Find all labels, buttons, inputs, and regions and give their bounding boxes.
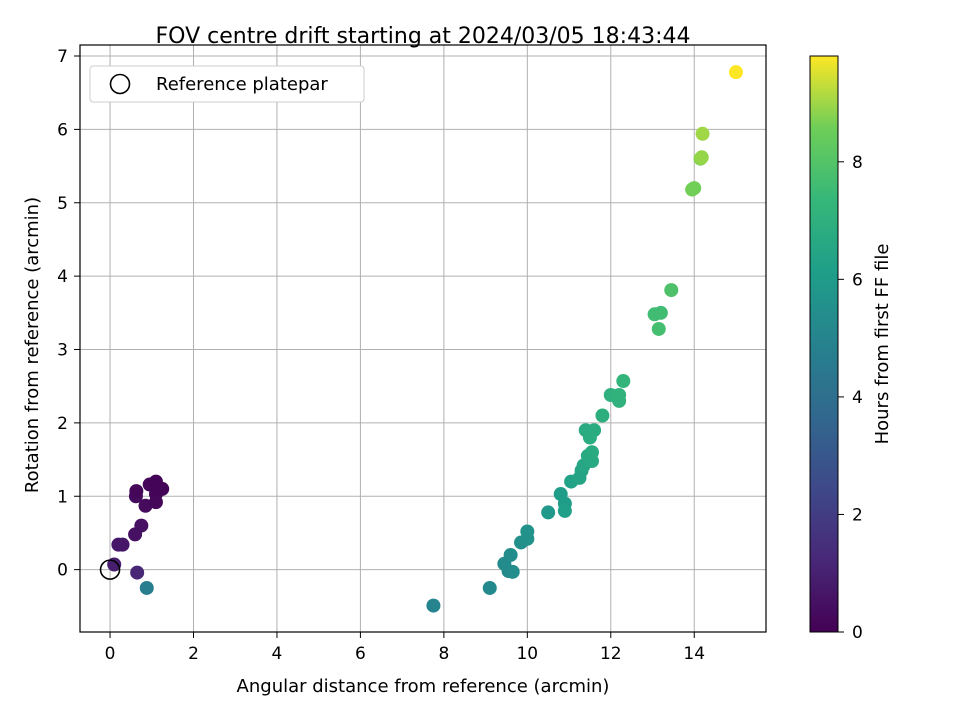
data-point	[728, 65, 743, 80]
data-point	[595, 408, 610, 423]
reference-platepar-marker	[99, 559, 121, 580]
y-axis-ticks: 0 1 2 3 4 5 6 7	[57, 47, 80, 581]
data-point	[612, 393, 627, 408]
x-tick-label: 2	[188, 644, 199, 664]
data-point	[653, 305, 668, 320]
x-axis-label: Angular distance from reference (arcmin)	[237, 676, 610, 697]
x-tick-label: 8	[438, 644, 449, 664]
y-tick-label: 2	[57, 414, 68, 434]
y-tick-label: 7	[57, 47, 68, 67]
data-point	[520, 524, 535, 539]
data-point	[155, 481, 170, 496]
data-point	[426, 598, 441, 613]
x-tick-label: 14	[683, 644, 705, 664]
x-tick-label: 10	[516, 644, 538, 664]
data-point	[115, 537, 130, 552]
x-tick-label: 4	[272, 644, 283, 664]
legend: Reference platepar	[89, 65, 365, 103]
legend-marker-icon	[109, 73, 131, 95]
y-axis-label: Rotation from reference (arcmin)	[22, 197, 43, 493]
data-point	[134, 518, 149, 533]
colorbar-gradient	[809, 55, 839, 633]
x-axis-ticks: 0 2 4 6 8 10 12 14	[105, 632, 705, 664]
data-point	[694, 150, 709, 165]
plot-frame	[79, 44, 767, 633]
data-point	[557, 503, 572, 518]
y-tick-label: 1	[57, 487, 68, 507]
y-tick-label: 6	[57, 120, 68, 140]
x-tick-label: 6	[355, 644, 366, 664]
data-point	[505, 564, 520, 579]
data-point	[130, 565, 145, 580]
x-tick-label: 12	[600, 644, 622, 664]
data-point	[139, 580, 154, 595]
data-point	[107, 557, 122, 572]
y-tick-label: 0	[57, 561, 68, 581]
colorbar: 0 2 4 6 8 Hours from first FF file	[809, 55, 893, 643]
data-point	[664, 283, 679, 298]
data-point	[616, 374, 631, 389]
grid-lines	[80, 45, 766, 632]
colorbar-label: Hours from first FF file	[872, 244, 893, 445]
y-tick-label: 3	[57, 341, 68, 361]
y-tick-label: 5	[57, 194, 68, 214]
data-point	[148, 495, 163, 510]
data-point	[695, 126, 710, 141]
data-point	[587, 423, 602, 438]
data-point	[651, 321, 666, 336]
x-tick-label: 0	[105, 644, 116, 664]
y-tick-label: 4	[57, 267, 68, 287]
data-point	[503, 547, 518, 562]
colorbar-tick-label: 0	[852, 623, 863, 643]
colorbar-tick-label: 4	[852, 388, 863, 408]
data-point	[584, 445, 599, 460]
data-point	[129, 484, 144, 499]
legend-box	[89, 65, 365, 103]
colorbar-ticks: 0 2 4 6 8	[838, 153, 863, 643]
data-point	[541, 505, 556, 520]
legend-label: Reference platepar	[156, 74, 328, 95]
data-point	[482, 580, 497, 595]
colorbar-tick-label: 8	[852, 153, 863, 173]
colorbar-tick-label: 6	[852, 270, 863, 290]
colorbar-tick-label: 2	[852, 505, 863, 525]
data-points	[107, 65, 743, 613]
data-point	[687, 181, 702, 196]
